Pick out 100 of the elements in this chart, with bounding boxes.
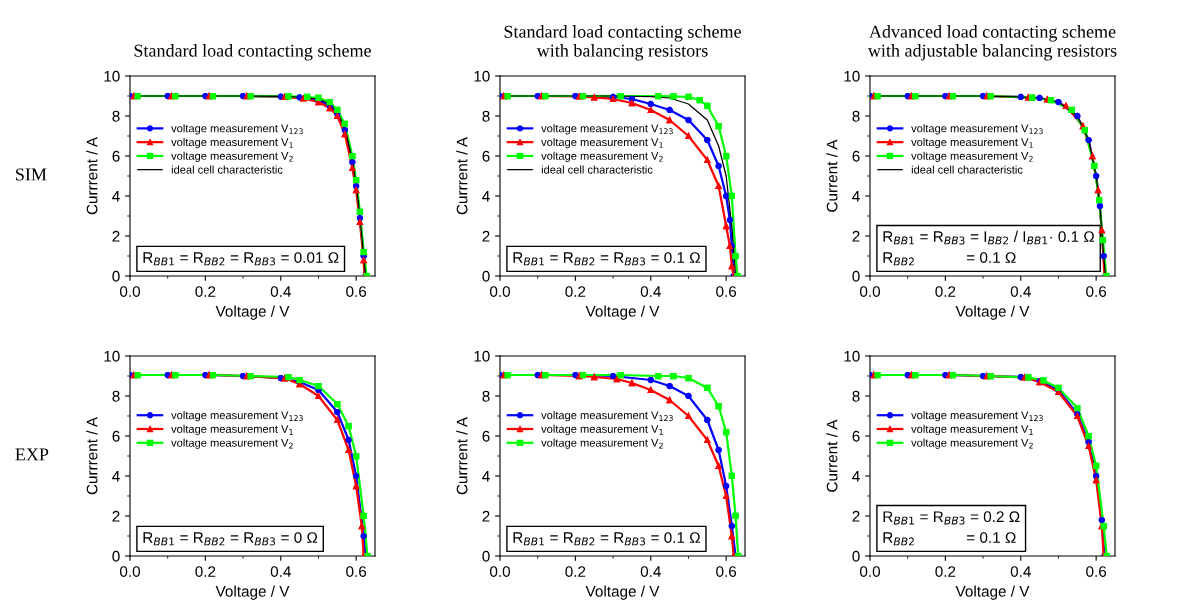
x-tick-label: 0.0 (119, 566, 141, 577)
legend-label: voltage measurement V$_{1}$ (911, 137, 1033, 149)
legend-label: voltage measurement V$_{1}$ (171, 424, 293, 436)
legend-label: voltage measurement V$_{1}$ (171, 137, 293, 149)
x-tick-label: 0.4 (640, 566, 661, 577)
x-tick-label: 0.2 (935, 566, 956, 577)
legend-label: ideal cell characteristic (171, 165, 283, 174)
legend-label: voltage measurement V$_{2}$ (541, 438, 663, 449)
text: EXP (15, 448, 49, 461)
x-tick-label: 0.0 (119, 286, 141, 297)
text: R$_{BB1}$ = R$_{BB3}$ = I$_{BB2}$ / I$_{BB1}$· 0.1 Ω R$_{BB2}$ = 0.1 Ω (883, 230, 1095, 266)
x-tick-label: 0.2 (565, 286, 586, 297)
y-tick-label: 4 (112, 191, 120, 202)
y-tick-label: 8 (852, 110, 860, 122)
y-tick-label: 4 (482, 471, 490, 482)
legend-label: voltage measurement V$_{2}$ (911, 438, 1033, 449)
legend-label: voltage measurement V$_{2}$ (541, 151, 663, 163)
x-tick-label: 0.6 (346, 286, 367, 297)
y-tick-label: 2 (112, 230, 120, 242)
y-axis-title: Currrent / A (86, 136, 98, 215)
y-tick-label: 0 (482, 550, 490, 562)
y-tick-label: 2 (482, 510, 490, 522)
y-tick-label: 0 (482, 270, 490, 282)
y-tick-label: 8 (112, 390, 120, 402)
y-tick-label: 0 (112, 550, 120, 562)
y-tick-label: 2 (852, 230, 860, 242)
y-tick-label: 10 (844, 350, 860, 362)
x-tick-label: 0.0 (489, 566, 511, 577)
legend-label: voltage measurement V$_{2}$ (171, 438, 293, 449)
legend-label: ideal cell characteristic (911, 165, 1023, 174)
x-tick-label: 0.2 (935, 286, 956, 297)
legend-label: voltage measurement V$_{2}$ (911, 151, 1033, 163)
chart-title: Standard load contacting scheme with balancing resistors (504, 25, 741, 61)
text: R$_{BB1}$ = R$_{BB3}$ = 0.2 Ω R$_{BB2}$ = 0.1 Ω (883, 511, 1020, 546)
y-tick-label: 2 (852, 510, 860, 522)
x-axis-title: Voltage / V (955, 585, 1030, 600)
y-tick-label: 10 (104, 70, 120, 82)
y-tick-label: 4 (852, 471, 860, 482)
x-axis-title: Voltage / V (955, 305, 1030, 320)
annotation: R$_{BB1}$ = R$_{BB2}$ = R$_{BB3}$ = 0.1 Ω (513, 252, 700, 266)
x-axis-title: Voltage / V (585, 305, 660, 320)
chart-title: Advanced load contacting scheme with adjustable balancing resistors (867, 25, 1117, 61)
x-tick-label: 0.6 (1086, 566, 1107, 577)
y-axis-title: Currrent / A (86, 416, 98, 495)
y-tick-label: 8 (482, 390, 490, 402)
y-tick-label: 6 (482, 430, 490, 442)
x-tick-label: 0.2 (195, 286, 216, 297)
x-axis-title: Voltage / V (585, 585, 660, 600)
x-axis-title: Voltage / V (215, 585, 290, 600)
annotation: R$_{BB1}$ = R$_{BB2}$ = R$_{BB3}$ = 0 Ω (143, 532, 318, 546)
y-tick-label: 4 (482, 191, 490, 202)
y-axis-title: Current / A (826, 419, 838, 492)
x-tick-label: 0.0 (859, 566, 881, 577)
y-tick-label: 6 (482, 150, 490, 162)
y-axis-title: Current / A (826, 139, 838, 212)
text: SIM (16, 168, 47, 181)
x-tick-label: 0.6 (716, 566, 737, 577)
y-axis-title: Currrent / A (456, 416, 468, 495)
x-tick-label: 0.6 (346, 566, 367, 577)
annotation: R$_{BB1}$ = R$_{BB2}$ = R$_{BB3}$ = 0.1 Ω (513, 532, 700, 546)
x-tick-label: 0.4 (1010, 286, 1031, 297)
chart-title: Standard load contacting scheme (134, 44, 371, 61)
x-tick-label: 0.0 (489, 286, 511, 297)
x-tick-label: 0.6 (716, 286, 737, 297)
y-tick-label: 0 (852, 270, 860, 282)
x-axis-title: Voltage / V (215, 305, 290, 320)
y-tick-label: 6 (112, 430, 120, 442)
x-tick-label: 0.6 (1086, 286, 1107, 297)
x-tick-label: 0.2 (195, 566, 216, 577)
x-tick-label: 0.2 (565, 566, 586, 577)
x-tick-label: 0.0 (859, 286, 881, 297)
x-tick-label: 0.4 (270, 286, 291, 297)
y-tick-label: 8 (112, 110, 120, 122)
x-tick-label: 0.4 (1010, 566, 1031, 577)
legend-label: voltage measurement V$_{123}$ (541, 124, 673, 135)
y-tick-label: 6 (852, 150, 860, 162)
legend-label: voltage measurement V$_{1}$ (541, 424, 663, 436)
legend-label: voltage measurement V$_{123}$ (171, 411, 303, 422)
x-tick-label: 0.4 (640, 286, 661, 297)
y-tick-label: 0 (852, 550, 860, 562)
y-tick-label: 4 (112, 471, 120, 482)
legend-label: voltage measurement V$_{1}$ (911, 424, 1033, 436)
y-tick-label: 6 (112, 150, 120, 162)
legend-label: voltage measurement V$_{123}$ (911, 411, 1043, 422)
y-tick-label: 2 (482, 230, 490, 242)
y-tick-label: 10 (474, 70, 490, 82)
y-tick-label: 10 (104, 350, 120, 362)
y-tick-label: 0 (112, 270, 120, 282)
y-tick-label: 8 (482, 110, 490, 122)
legend-label: voltage measurement V$_{2}$ (171, 151, 293, 163)
legend-label: voltage measurement V$_{123}$ (911, 124, 1043, 135)
legend-label: voltage measurement V$_{123}$ (541, 411, 673, 422)
y-tick-label: 2 (112, 510, 120, 522)
y-tick-label: 4 (852, 191, 860, 202)
y-tick-label: 10 (474, 350, 490, 362)
y-tick-label: 10 (844, 70, 860, 82)
y-axis-title: Currrent / A (456, 136, 468, 215)
y-tick-label: 8 (852, 390, 860, 402)
legend-label: voltage measurement V$_{1}$ (541, 137, 663, 149)
x-tick-label: 0.4 (270, 566, 291, 577)
